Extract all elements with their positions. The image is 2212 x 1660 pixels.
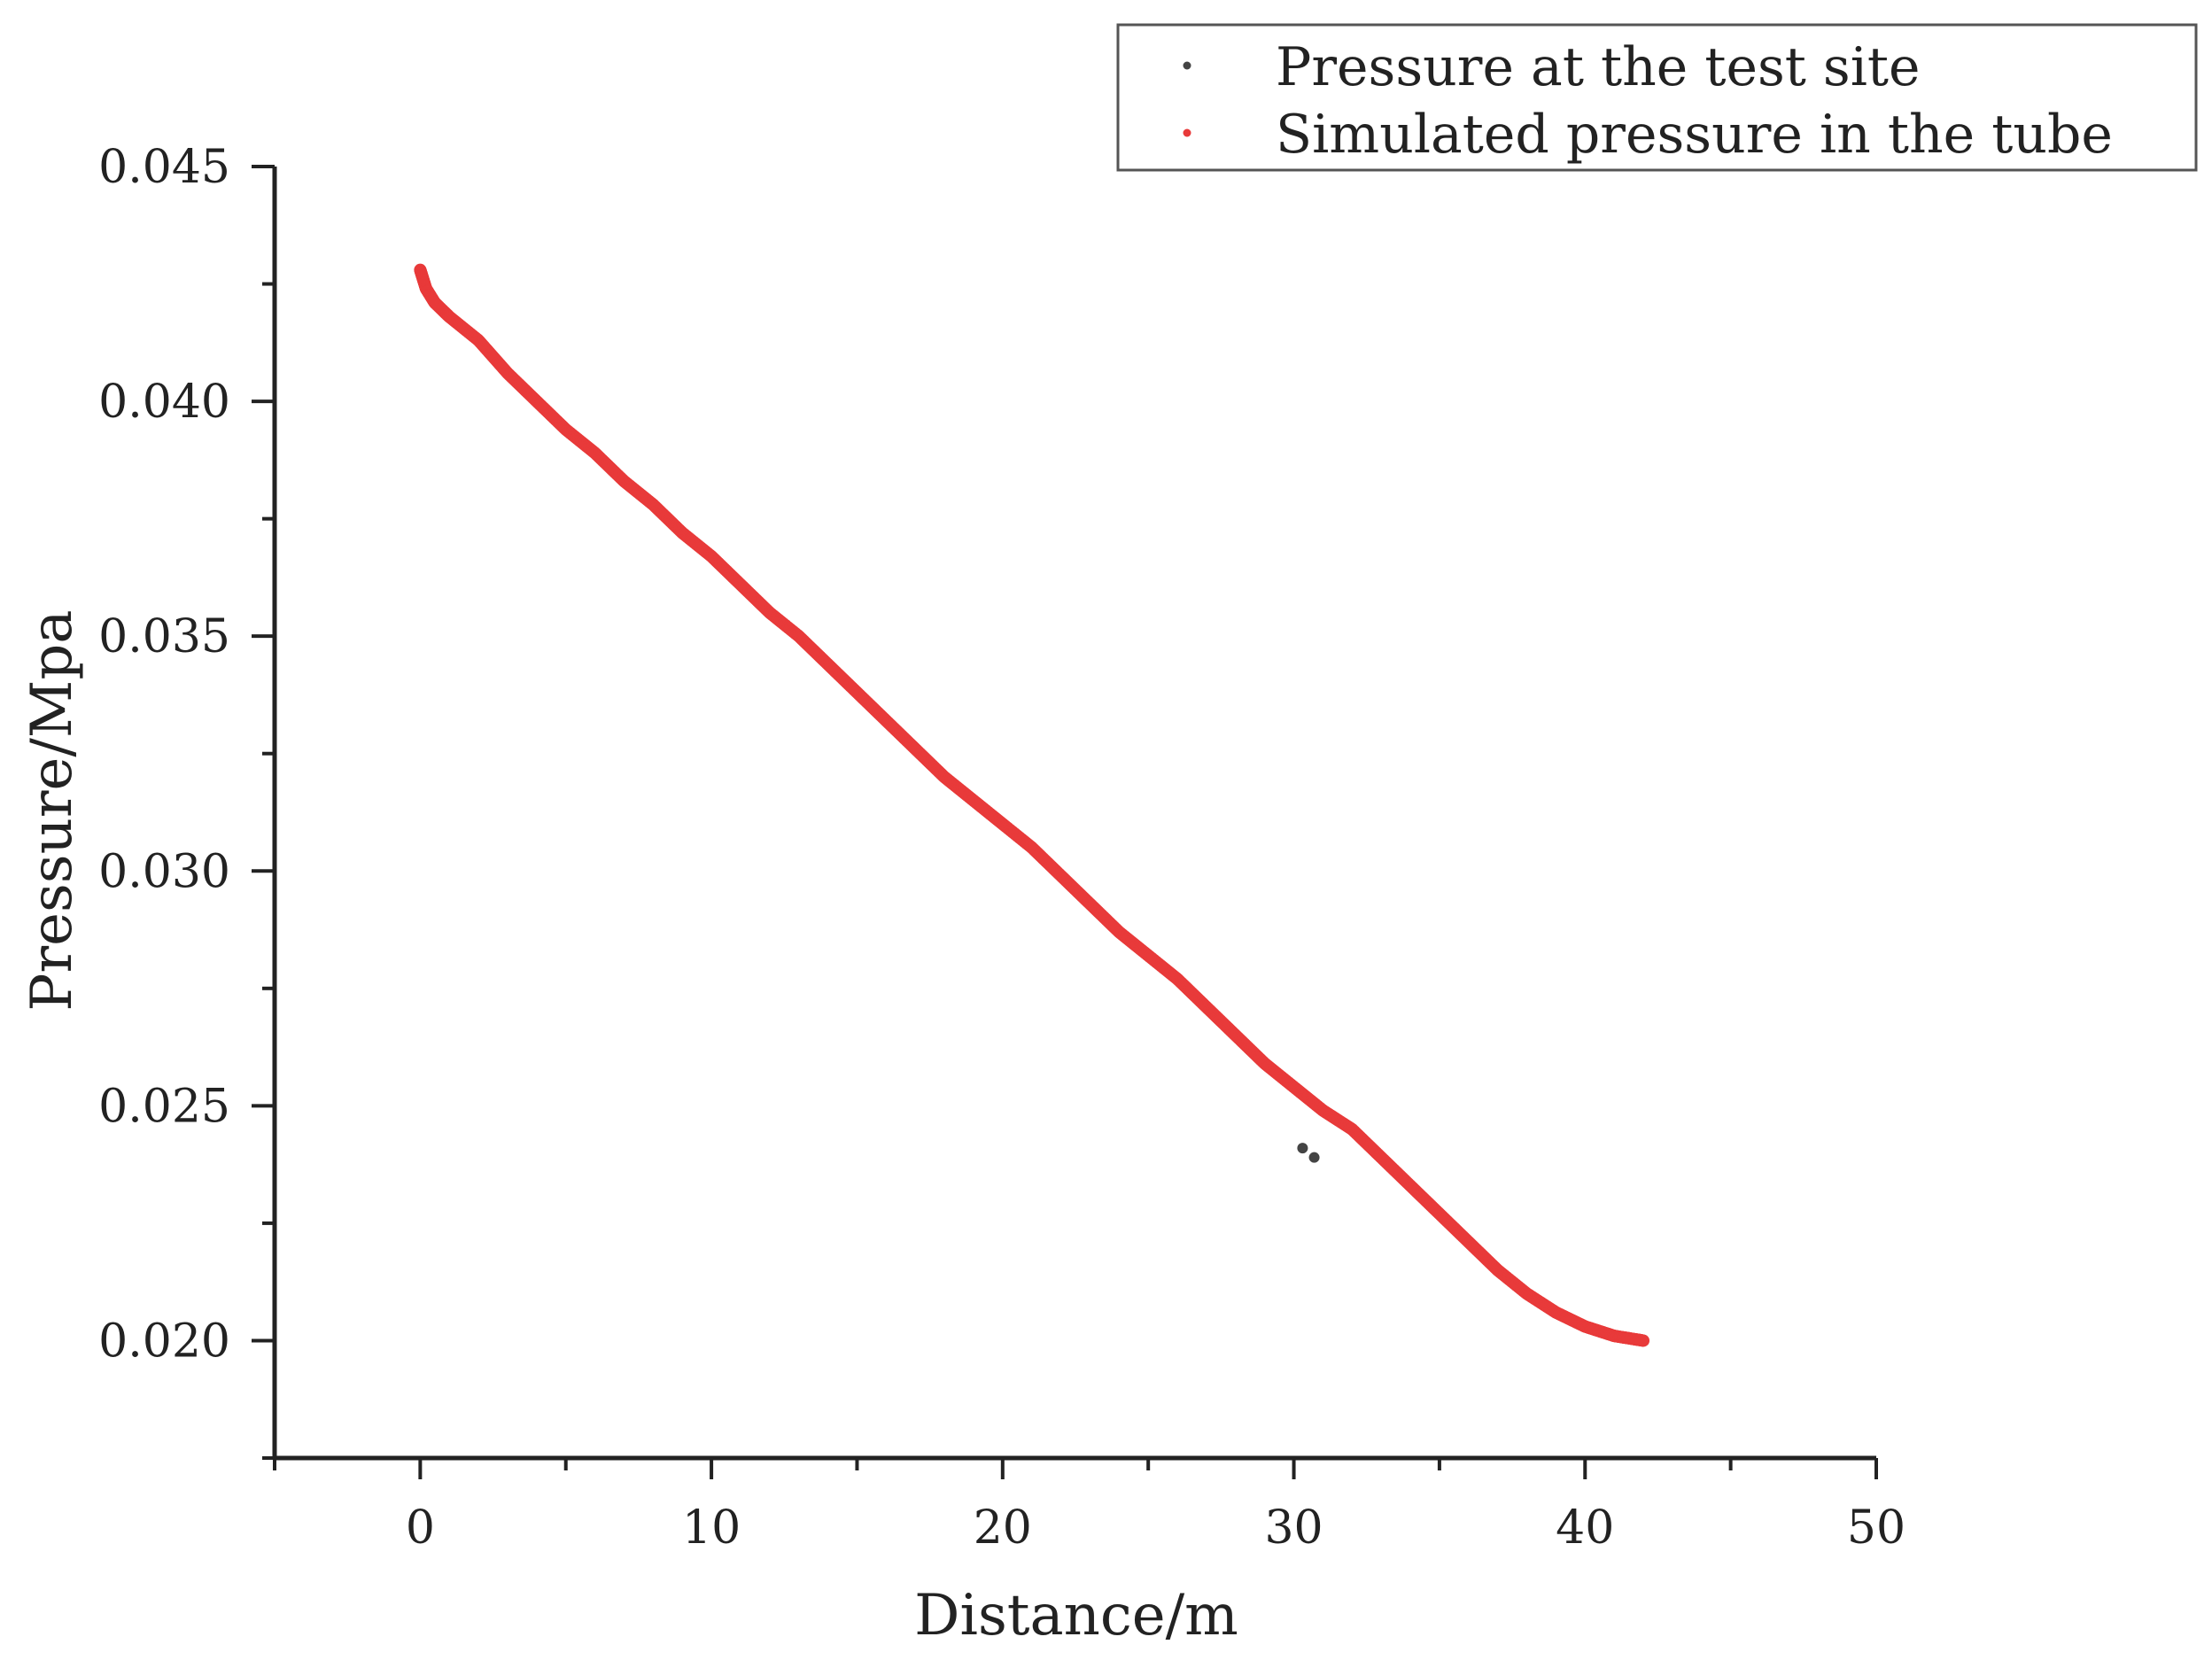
legend-marker-test-site [1183, 61, 1191, 70]
x-tick-label: 30 [1264, 1501, 1323, 1555]
legend-label-test-site: Pressure at the test site [1276, 36, 1921, 98]
y-tick-label: 0.035 [98, 610, 230, 663]
x-tick-label: 10 [682, 1501, 741, 1555]
simulated-data-point [1637, 1334, 1650, 1347]
legend: Pressure at the test site Simulated pres… [1116, 23, 2198, 172]
legend-marker-simulated [1183, 128, 1191, 137]
y-tick-label: 0.045 [98, 141, 230, 194]
test-site-data-point [1297, 1143, 1308, 1154]
x-tick-label: 50 [1847, 1501, 1905, 1555]
y-tick-label: 0.040 [98, 376, 230, 429]
x-tick-label: 40 [1556, 1501, 1614, 1555]
simulated-series-points [414, 263, 1650, 1347]
test-site-series-points [1297, 1143, 1320, 1163]
x-tick-label: 20 [974, 1501, 1032, 1555]
x-axis-ticks: 0 10 20 30 40 50 [273, 1458, 1905, 1555]
x-axis-title: Distance/m [914, 1583, 1238, 1648]
legend-box [1116, 23, 2198, 172]
y-axis-ticks: 0.020 0.025 0.030 0.035 0.040 0.045 [98, 141, 275, 1460]
test-site-data-point [1308, 1152, 1320, 1163]
y-axis-title: Pressure/Mpa [19, 609, 85, 1011]
y-tick-label: 0.030 [98, 845, 230, 898]
x-tick-label: 0 [406, 1501, 435, 1555]
y-tick-label: 0.025 [98, 1080, 230, 1133]
y-tick-label: 0.020 [98, 1315, 230, 1368]
plot-area [414, 263, 1650, 1347]
legend-label-simulated: Simulated pressure in the tube [1276, 104, 2113, 166]
